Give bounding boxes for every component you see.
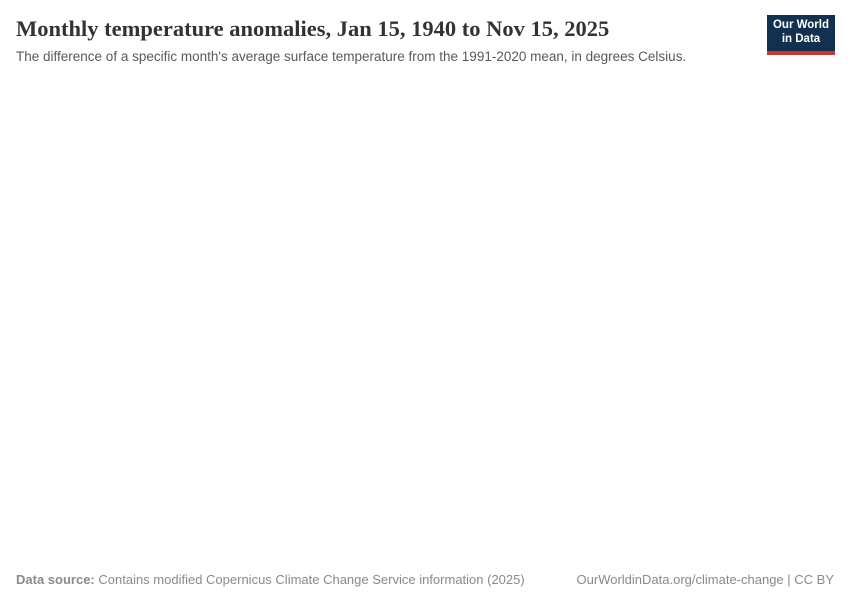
chart-header: Monthly temperature anomalies, Jan 15, 1… [0,0,850,66]
data-source-note: Data source: Contains modified Copernicu… [16,572,525,588]
data-source-text: Contains modified Copernicus Climate Cha… [98,572,525,588]
owid-license-link[interactable]: OurWorldinData.org/climate-change | CC B… [576,572,834,588]
owid-logo-line1: Our World [772,19,829,32]
chart-footer: Data source: Contains modified Copernicu… [16,572,834,588]
chart-plot-area [0,100,850,560]
chart-title: Monthly temperature anomalies, Jan 15, 1… [16,16,610,41]
owid-logo-line2: in Data [781,33,821,45]
chart-subtitle: The difference of a specific month's ave… [16,49,687,64]
owid-logo[interactable]: Our World in Data [767,15,835,55]
chart-header-text: Monthly temperature anomalies, Jan 15, 1… [16,15,755,66]
data-source-label: Data source: [16,572,95,588]
